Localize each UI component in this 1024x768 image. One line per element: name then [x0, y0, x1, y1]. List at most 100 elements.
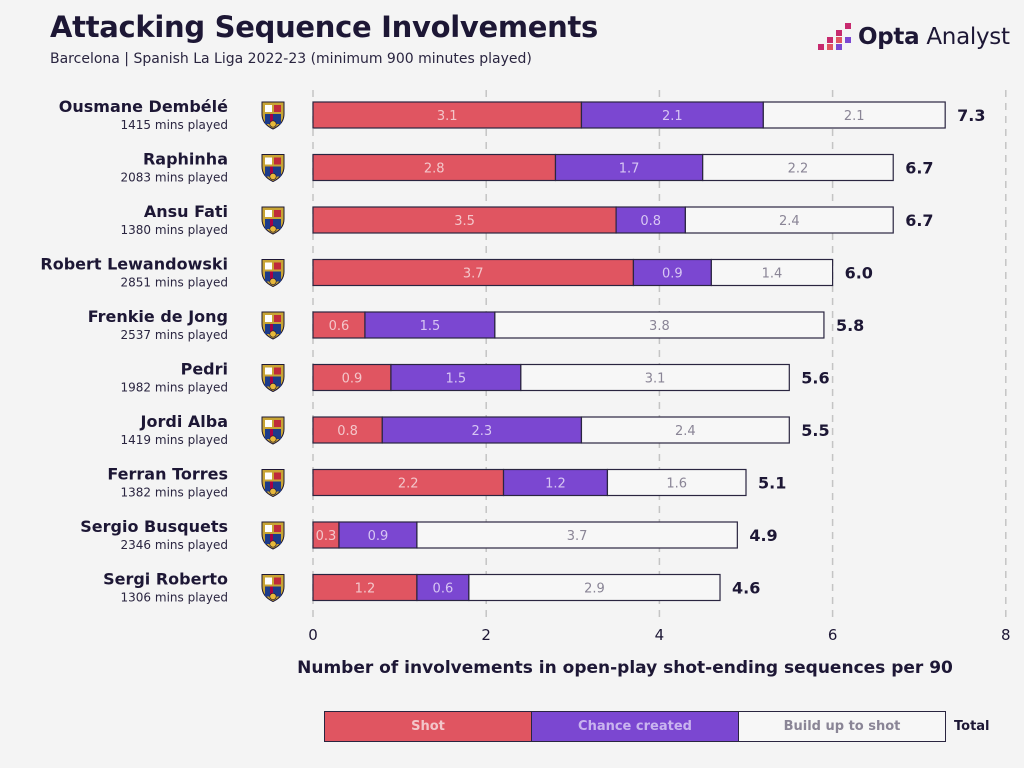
bar-value-label: 3.7: [567, 529, 588, 544]
bar-total-label: 5.5: [801, 421, 829, 440]
player-name: Robert Lewandowski: [40, 255, 228, 274]
stacked-bar-chart: 0 2 4 6 8 Ousmane Dembélé 1415 mins played 3.1 2…: [40, 90, 1011, 644]
chart-subtitle: Barcelona | Spanish La Liga 2022-23 (min…: [50, 51, 532, 67]
crest-red-stripe: [270, 219, 273, 229]
bar-value-label: 2.2: [788, 162, 809, 177]
bar-total-label: 5.1: [758, 474, 786, 493]
bar-value-label: 1.6: [666, 477, 687, 492]
x-tick-label: 8: [1001, 626, 1011, 644]
bar-segment-build-up: [494, 311, 825, 339]
crest-red-stripe: [270, 429, 273, 439]
bar-value-label: 0.8: [337, 424, 358, 439]
bar-segment-build-up: [702, 153, 894, 182]
legend-chance-created: Chance created: [532, 711, 739, 742]
bar-segment-shot: [312, 573, 418, 602]
crest-cross-field: [265, 105, 272, 112]
crest-stripes-field: [274, 105, 281, 112]
bar-value-label: 1.2: [355, 582, 376, 597]
bar-segment-chance-created: [338, 521, 418, 549]
crest-stripes-field: [274, 262, 281, 270]
bar-value-label: 3.8: [649, 319, 670, 334]
bar-value-label: 3.7: [463, 267, 484, 282]
bar-segment-chance-created: [390, 363, 522, 392]
player-minutes: 1306 mins played: [121, 591, 228, 605]
crest-stripes-field: [274, 525, 281, 532]
x-axis-label: Number of involvements in open-play shot…: [297, 658, 953, 678]
bar-total-label: 4.6: [732, 579, 760, 598]
crest-stripes-field: [274, 315, 281, 322]
crest-ball: [269, 277, 277, 285]
legend-build-up: Build up to shot: [739, 711, 946, 742]
player-minutes: 2851 mins played: [121, 276, 228, 290]
bar-segment-shot: [312, 206, 617, 234]
crest-stripes-field: [274, 157, 281, 165]
bar-segment-build-up: [606, 468, 747, 497]
bar-total-label: 4.9: [749, 526, 777, 545]
bar-segment-shot: [312, 153, 557, 182]
crest-ball: [269, 330, 277, 338]
crest-cross-field: [265, 262, 272, 270]
bar-segment-chance-created: [554, 153, 704, 182]
legend-total: Total: [954, 719, 990, 734]
bar-segment-shot: [312, 258, 635, 287]
crest-cross-field: [265, 577, 272, 585]
bar-segment-chance-created: [615, 206, 686, 234]
bar-value-label: 0.8: [640, 214, 661, 229]
bar-segment-build-up: [520, 363, 790, 392]
x-tick-label: 4: [655, 626, 665, 644]
bar-value-label: 2.3: [472, 424, 493, 439]
bar-value-label: 1.2: [545, 477, 566, 492]
player-name: Pedri: [181, 360, 228, 379]
crest-ball: [269, 435, 277, 443]
x-tick-label: 6: [828, 626, 838, 644]
crest-cross-field: [265, 210, 272, 217]
bar-segment-shot: [312, 311, 366, 339]
bar-total-label: 6.7: [905, 211, 933, 230]
bar-value-label: 0.9: [342, 372, 363, 387]
crest-cross-field: [265, 472, 272, 480]
x-tick-label: 2: [481, 626, 491, 644]
bar-segment-shot: [312, 416, 383, 444]
crest-stripes-field: [274, 420, 281, 427]
crest-red-stripe: [270, 534, 273, 544]
crest-red-stripe: [270, 324, 273, 334]
bar-segment-build-up: [762, 101, 946, 129]
player-minutes: 1380 mins played: [121, 223, 228, 237]
bar-value-label: 1.4: [762, 267, 783, 282]
opta-logo-icon: [818, 23, 851, 50]
crest-cross-field: [265, 315, 272, 322]
crest-stripes-field: [274, 367, 281, 375]
bar-segment-chance-created: [364, 311, 496, 339]
crest-cross-field: [265, 157, 272, 165]
player-minutes: 1382 mins played: [121, 486, 228, 500]
x-tick-label: 0: [308, 626, 318, 644]
legend: Shot Chance created Build up to shot Tot…: [324, 711, 990, 742]
bar-segment-build-up: [580, 416, 790, 444]
player-minutes: 2083 mins played: [121, 171, 228, 185]
bar-value-label: 2.1: [844, 109, 865, 124]
crest-ball: [269, 225, 277, 233]
bar-segment-shot: [312, 363, 392, 392]
bar-value-label: 0.3: [316, 529, 337, 544]
crest-stripes-field: [274, 210, 281, 217]
player-minutes: 1415 mins played: [121, 118, 228, 132]
bar-value-label: 2.1: [662, 109, 683, 124]
bar-value-label: 2.4: [779, 214, 800, 229]
chart-title: Attacking Sequence Involvements: [50, 10, 599, 44]
bar-segment-build-up: [710, 258, 834, 287]
crest-stripes-field: [274, 472, 281, 480]
bar-total-label: 6.0: [845, 264, 873, 283]
bar-segment-chance-created: [632, 258, 712, 287]
bar-value-label: 1.5: [446, 372, 467, 387]
bar-total-label: 7.3: [957, 106, 985, 125]
player-name: Sergio Busquets: [80, 517, 228, 536]
crest-red-stripe: [270, 166, 273, 177]
crest-red-stripe: [270, 114, 273, 124]
crest-ball: [269, 382, 277, 390]
crest-red-stripe: [270, 271, 273, 282]
bar-value-label: 2.8: [424, 162, 445, 177]
bar-total-label: 6.7: [905, 159, 933, 178]
bar-value-label: 3.1: [645, 372, 666, 387]
crest-ball: [269, 540, 277, 548]
crest-red-stripe: [270, 376, 273, 387]
